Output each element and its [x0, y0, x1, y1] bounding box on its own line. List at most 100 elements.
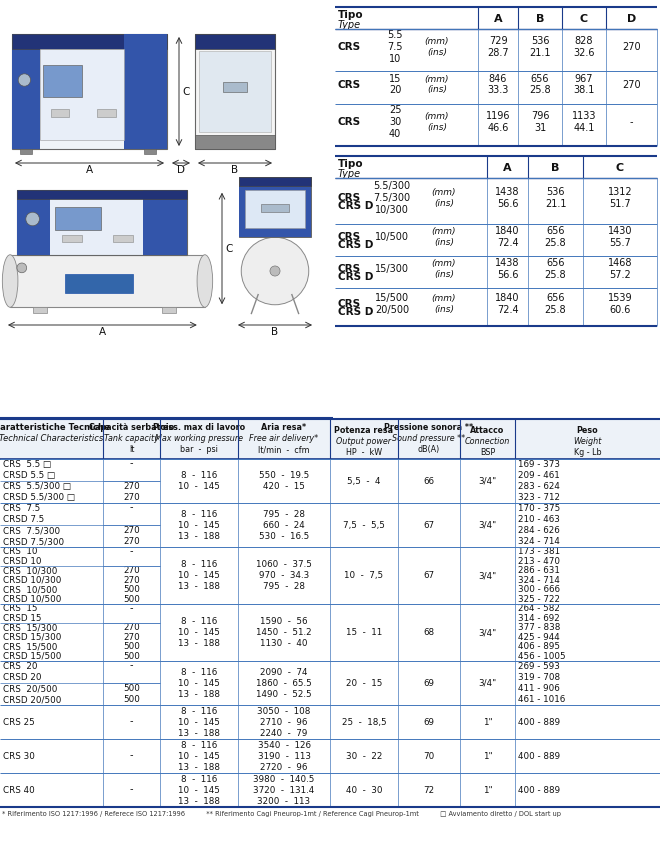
Bar	[43, 65, 82, 97]
Text: 324 - 714: 324 - 714	[518, 537, 560, 546]
Text: Capacità serbatoio: Capacità serbatoio	[89, 423, 174, 432]
Text: 400 - 889: 400 - 889	[518, 751, 560, 761]
Text: D: D	[627, 14, 636, 24]
Text: Kg - Lb: Kg - Lb	[574, 448, 601, 457]
Text: (mm)
(ins): (mm) (ins)	[432, 227, 456, 246]
Text: CRS  5.5 □: CRS 5.5 □	[3, 460, 51, 469]
Text: 846
33.3: 846 33.3	[487, 74, 509, 96]
Text: CRS: CRS	[338, 299, 361, 309]
Text: 8  -  116: 8 - 116	[181, 471, 217, 480]
Text: 500: 500	[123, 642, 140, 651]
Bar	[195, 34, 275, 49]
Text: 1450  -  51.2: 1450 - 51.2	[256, 628, 312, 637]
Text: 795  -  28: 795 - 28	[263, 510, 305, 518]
Text: 10  -  145: 10 - 145	[178, 628, 220, 637]
Text: 319 - 708: 319 - 708	[518, 673, 560, 682]
Text: Tipo: Tipo	[338, 10, 364, 20]
Text: 1590  -  56: 1590 - 56	[260, 617, 308, 626]
Bar	[17, 190, 187, 255]
Text: 2240  -  79: 2240 - 79	[260, 728, 308, 738]
Bar	[55, 208, 101, 230]
Bar	[51, 108, 69, 117]
Text: 286 - 631: 286 - 631	[518, 567, 560, 575]
Text: BSP: BSP	[480, 448, 495, 457]
Bar	[199, 52, 271, 132]
Text: 1060  -  37.5: 1060 - 37.5	[256, 560, 312, 569]
Text: 3200  -  113: 3200 - 113	[257, 796, 311, 805]
Text: -: -	[630, 117, 633, 127]
Bar	[0, 419, 660, 459]
Text: CRS: CRS	[338, 232, 361, 242]
Text: 20  -  15: 20 - 15	[346, 678, 382, 688]
Text: 400 - 889: 400 - 889	[518, 717, 560, 727]
Text: 210 - 463: 210 - 463	[518, 515, 560, 524]
Text: 3980  -  140.5: 3980 - 140.5	[253, 774, 315, 783]
Text: 69: 69	[424, 717, 434, 727]
Bar	[261, 203, 289, 212]
Text: 67: 67	[424, 521, 434, 529]
Text: 30  -  22: 30 - 22	[346, 751, 382, 761]
Bar	[61, 235, 82, 241]
Text: Weight: Weight	[574, 437, 602, 446]
Text: 1438
56.6: 1438 56.6	[495, 187, 520, 209]
Text: 3/4": 3/4"	[478, 628, 496, 637]
Text: CRS D: CRS D	[338, 240, 374, 250]
Text: lt/min  -  cfm: lt/min - cfm	[258, 445, 310, 454]
Text: 550  -  19.5: 550 - 19.5	[259, 471, 309, 480]
Text: CRS: CRS	[338, 264, 361, 274]
Text: CRS: CRS	[338, 42, 361, 52]
Text: 3540  -  126: 3540 - 126	[257, 740, 310, 750]
Text: 8  -  116: 8 - 116	[181, 706, 217, 716]
Text: 500: 500	[123, 695, 140, 704]
Text: -: -	[130, 750, 133, 760]
Text: 656
25.8: 656 25.8	[544, 226, 566, 248]
Text: 3/4": 3/4"	[478, 521, 496, 529]
Text: 5.5
7.5
10: 5.5 7.5 10	[387, 30, 403, 64]
Circle shape	[17, 263, 26, 273]
Text: Potenza resa: Potenza resa	[335, 426, 393, 435]
Bar	[239, 185, 311, 237]
Text: CRS  10/300: CRS 10/300	[3, 567, 57, 575]
Text: CRSD 15/300: CRSD 15/300	[3, 633, 61, 642]
Text: 10  -  145: 10 - 145	[178, 571, 220, 580]
Text: HP  -  kW: HP - kW	[346, 448, 382, 457]
Text: Type: Type	[338, 169, 361, 179]
Text: CRSD 7.5: CRSD 7.5	[3, 515, 44, 524]
Text: 15  -  11: 15 - 11	[346, 628, 382, 637]
Text: (mm)
(ins): (mm) (ins)	[425, 37, 449, 57]
Text: 70: 70	[423, 751, 435, 761]
Text: 13  -  188: 13 - 188	[178, 639, 220, 648]
Text: CRS 30: CRS 30	[3, 751, 35, 761]
Text: 69: 69	[424, 678, 434, 688]
Text: 213 - 470: 213 - 470	[518, 556, 560, 566]
Text: -: -	[130, 502, 133, 512]
Text: Attacco: Attacco	[471, 426, 505, 435]
Text: CRS  15/500: CRS 15/500	[3, 642, 57, 651]
Text: 173 - 381: 173 - 381	[518, 547, 560, 556]
Text: 967
38.1: 967 38.1	[574, 74, 595, 96]
Text: 377 - 838: 377 - 838	[518, 623, 560, 632]
Bar	[245, 190, 305, 228]
Text: C: C	[225, 243, 232, 253]
Text: 270: 270	[123, 567, 140, 575]
Bar	[10, 255, 205, 307]
Text: 324 - 714: 324 - 714	[518, 576, 560, 584]
Text: 10  -  145: 10 - 145	[178, 751, 220, 761]
Text: (mm)
(ins): (mm) (ins)	[432, 259, 456, 279]
Text: Tank capacity: Tank capacity	[104, 434, 159, 443]
Text: 656
25.8: 656 25.8	[529, 74, 551, 96]
Text: 209 - 461: 209 - 461	[518, 471, 560, 480]
Bar	[195, 136, 275, 149]
Bar	[113, 235, 133, 241]
Text: 1430
55.7: 1430 55.7	[608, 226, 632, 248]
Text: 8  -  116: 8 - 116	[181, 617, 217, 626]
Text: 1312
51.7: 1312 51.7	[608, 187, 632, 209]
Text: 3/4": 3/4"	[478, 571, 496, 580]
Text: 1": 1"	[482, 717, 492, 727]
Text: A: A	[494, 14, 502, 24]
Text: 323 - 712: 323 - 712	[518, 493, 560, 502]
Bar	[17, 190, 187, 199]
Text: 314 - 692: 314 - 692	[518, 614, 560, 623]
Text: 411 - 906: 411 - 906	[518, 684, 560, 693]
Ellipse shape	[3, 255, 18, 307]
